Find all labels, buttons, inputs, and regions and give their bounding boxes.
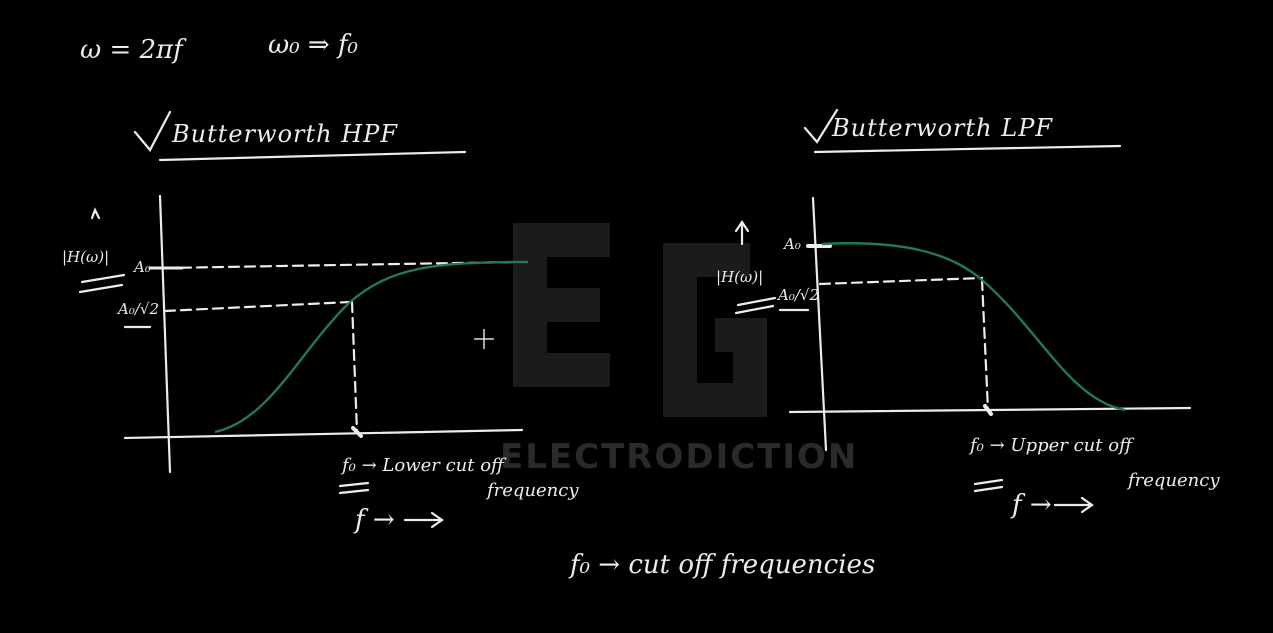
lpf-a0-label: A₀: [784, 235, 801, 253]
hpf-response-curve: [214, 260, 529, 434]
hpf-check-mark: [133, 110, 172, 152]
lpf-title: Butterworth LPF: [832, 114, 1053, 142]
lpf-a0r2-guide: [818, 276, 984, 286]
hpf-title: Butterworth HPF: [172, 120, 398, 148]
lpf-f0-note-line2: frequency: [1128, 470, 1220, 491]
hpf-y-axis: [158, 194, 172, 474]
hpf-a0-label: A₀: [134, 258, 151, 276]
hpf-f0-note: f₀ → Lower cut off: [342, 455, 504, 476]
hpf-y-axis-label: |H(ω)|: [62, 248, 110, 266]
formula-f0: ω₀ ⇒ f₀: [268, 30, 358, 60]
hpf-f0-guide: [350, 300, 359, 434]
formula-omega: ω = 2πf: [80, 35, 183, 65]
lpf-check-mark: [803, 108, 839, 144]
hpf-f0-note-line2: frequency: [487, 480, 579, 501]
crosshair-cursor-icon: [474, 329, 494, 349]
lpf-a0-root2-label: A₀/√2: [778, 286, 820, 304]
cutoff-footer-note: f₀ → cut off frequencies: [570, 550, 876, 580]
hpf-a0-root2-label: A₀/√2: [118, 300, 160, 318]
hpf-title-underline: [158, 150, 467, 162]
lpf-f0-note: f₀ → Upper cut off: [970, 435, 1132, 456]
lpf-title-underline: [813, 144, 1122, 154]
watermark-text: ELECTRODICTION: [500, 437, 859, 477]
hpf-x-axis: [123, 428, 524, 440]
lpf-response-curve: [821, 242, 1126, 412]
lpf-y-axis-label: |H(ω)|: [716, 268, 764, 286]
hpf-a0r2-guide: [163, 300, 352, 313]
lpf-f0-guide: [980, 278, 990, 412]
lpf-x-axis-label: f →: [1012, 490, 1052, 520]
hpf-x-axis-label: f →: [355, 505, 395, 535]
lpf-y-axis: [811, 196, 828, 452]
